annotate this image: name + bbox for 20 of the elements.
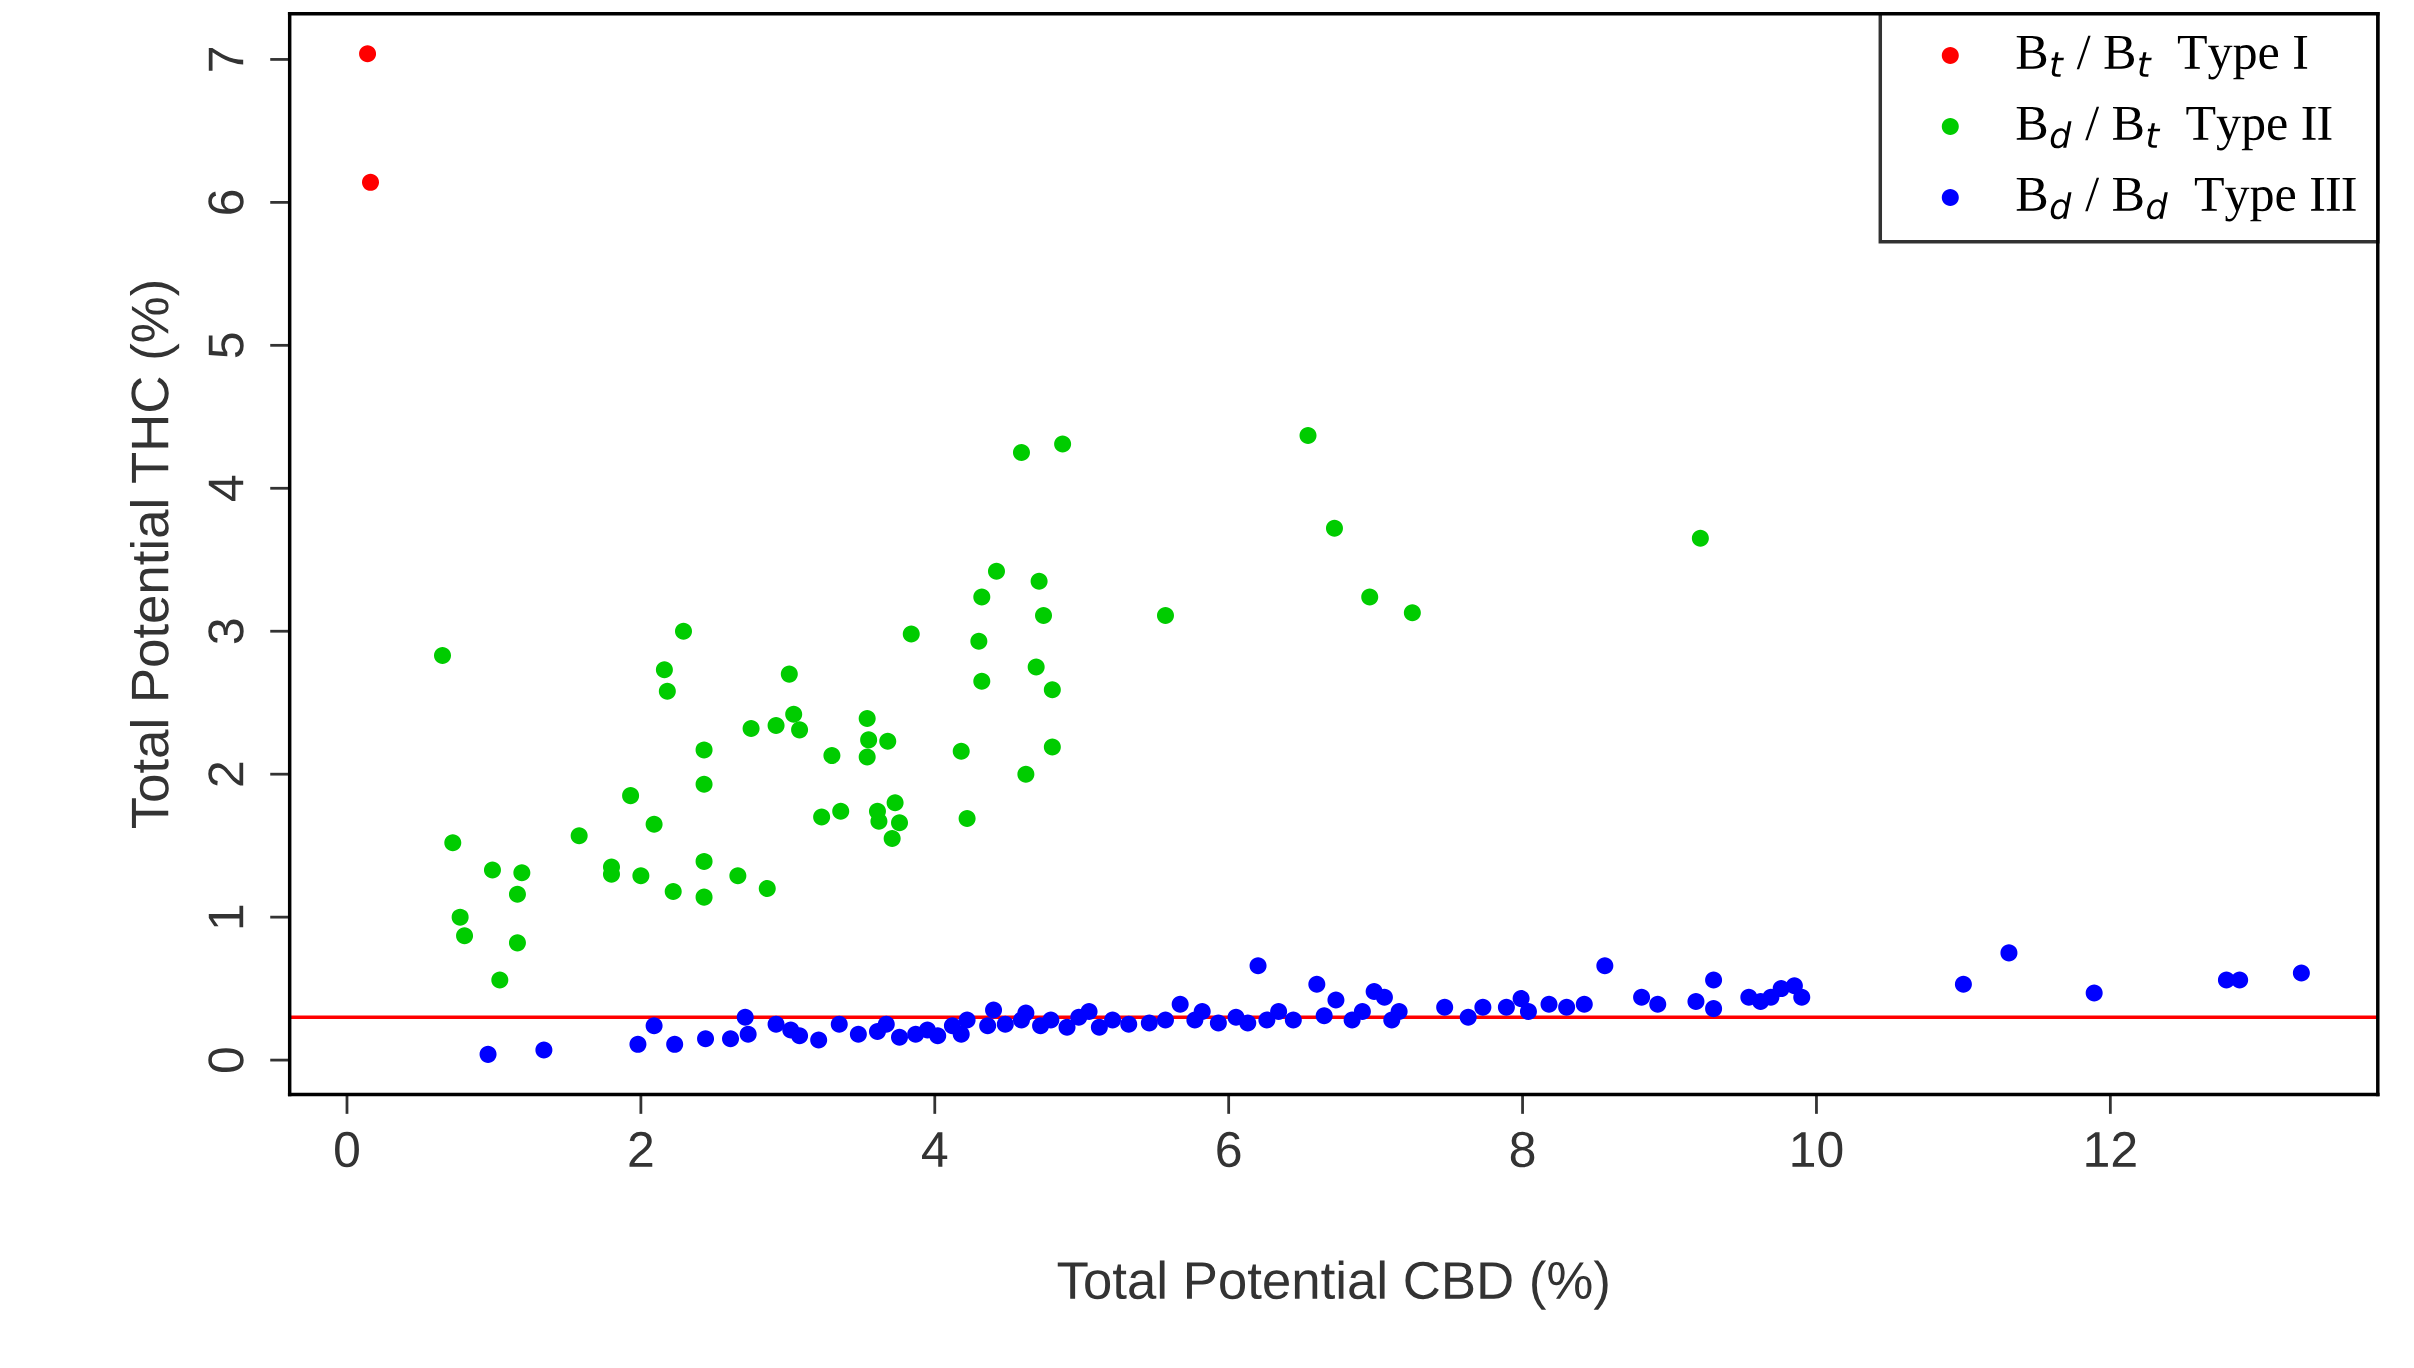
y-tick-label: 5 (208, 333, 244, 358)
x-tick-label: 0 (335, 1131, 359, 1168)
y-tick-label: 1 (208, 905, 244, 928)
x-tick-label: 8 (1510, 1131, 1535, 1168)
x-tick-label: 6 (1217, 1131, 1241, 1168)
x-tick-label: 4 (922, 1132, 948, 1167)
legend-label: B$_{d}$ / B$_{t}$ Type II (2016, 106, 2332, 151)
legend-label: B$_{t}$ / B$_{t}$ Type I (2016, 35, 2308, 80)
y-tick-label: 0 (208, 1048, 244, 1073)
y-tick-label: 2 (208, 762, 244, 786)
y-tick-label: 4 (208, 475, 244, 502)
x-axis-title: Total Potential CBD (%) (1057, 1260, 1608, 1310)
x-tick-label: 12 (2086, 1131, 2136, 1167)
y-tick-label: 3 (208, 619, 244, 644)
y-tick-label: 7 (208, 48, 244, 71)
x-tick-label: 10 (1792, 1131, 1843, 1168)
x-tick-label: 2 (629, 1131, 653, 1167)
legend-label: B$_{d}$ / B$_{d}$ Type III (2016, 177, 2356, 222)
y-axis-title: Total Potential THC (%) (129, 282, 180, 829)
y-tick-label: 6 (208, 190, 244, 214)
